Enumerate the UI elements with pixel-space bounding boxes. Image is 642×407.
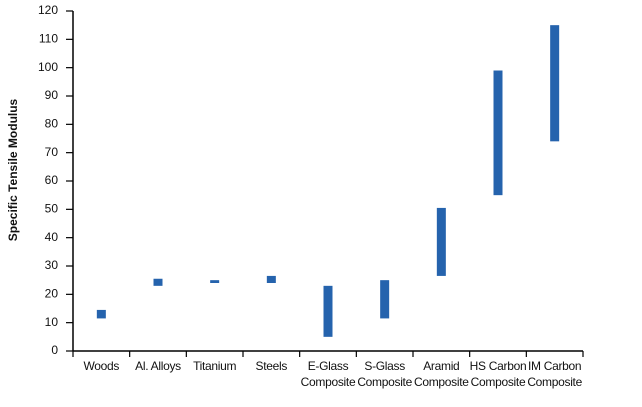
y-tick-label: 10 (45, 315, 59, 329)
range-bar (210, 280, 220, 283)
x-tick-label: Al. Alloys (135, 359, 181, 373)
range-bar (436, 207, 446, 276)
x-tick-label: E-Glass Composite (300, 359, 356, 389)
range-bar (266, 275, 276, 283)
range-bar (153, 278, 163, 286)
y-tick-label: 0 (51, 343, 58, 357)
y-tick-label: 60 (45, 173, 59, 187)
y-tick-label: 30 (45, 258, 59, 272)
range-bar (493, 70, 503, 196)
range-bar (323, 285, 333, 337)
y-tick-label: 90 (45, 88, 59, 102)
range-bar (96, 309, 106, 319)
y-tick-label: 40 (45, 230, 59, 244)
y-tick-label: 80 (45, 117, 59, 131)
range-bar (550, 25, 560, 142)
x-tick-label: HS Carbon Composite (469, 359, 527, 389)
y-tick-label: 120 (38, 3, 58, 17)
x-tick-label: S-Glass Composite (357, 359, 412, 389)
y-tick-label: 50 (45, 202, 59, 216)
range-bar (380, 280, 390, 319)
y-tick-label: 100 (38, 60, 58, 74)
y-tick-label: 20 (45, 287, 59, 301)
y-tick-label: 70 (45, 145, 59, 159)
x-tick-label: IM Carbon Composite (527, 359, 582, 389)
x-tick-label: Titanium (193, 359, 237, 373)
x-tick-label: Steels (255, 359, 288, 373)
x-tick-label: Aramid Composite (413, 359, 469, 389)
x-tick-label: Woods (83, 359, 120, 373)
y-tick-label: 110 (39, 32, 58, 46)
y-axis-label: Specific Tensile Modulus (6, 98, 20, 241)
